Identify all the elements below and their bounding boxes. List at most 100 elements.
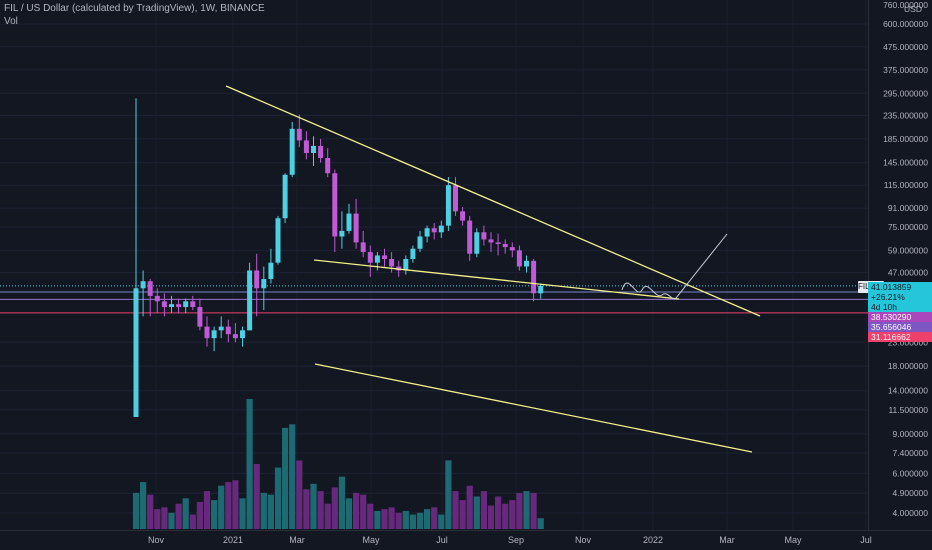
volume-bar — [303, 489, 310, 529]
volume-bar — [523, 491, 530, 529]
volume-bar — [374, 510, 381, 529]
candle-body — [183, 301, 189, 308]
candle-body — [332, 173, 338, 237]
x-tick-label: May — [784, 535, 802, 545]
trendline — [314, 363, 753, 453]
volume-bar — [409, 514, 416, 529]
y-tick-label: 475.000000 — [883, 42, 928, 52]
volume-bar — [239, 498, 246, 529]
candle-body — [225, 326, 231, 335]
candle-body — [389, 258, 395, 267]
volume-bar — [282, 427, 289, 529]
y-tick-label: 145.000000 — [883, 158, 928, 168]
candle-body — [176, 304, 182, 308]
x-tick-label: Jul — [860, 535, 872, 545]
volume-bar — [402, 510, 409, 529]
candle-body — [531, 260, 537, 294]
volume-bar — [161, 507, 168, 529]
candle-body — [339, 230, 345, 237]
y-tick-label: 295.000000 — [883, 88, 928, 98]
volume-bar — [367, 503, 374, 529]
y-tick-label: 18.000000 — [888, 361, 928, 371]
volume-bar — [147, 494, 154, 529]
volume-bar — [274, 467, 282, 529]
volume-bar — [416, 512, 424, 529]
volume-bar — [431, 507, 438, 529]
candle-body — [367, 252, 373, 263]
volume-label: Vol — [4, 16, 18, 27]
x-tick-label: Mar — [719, 535, 735, 545]
volume-bar — [345, 498, 353, 529]
candle-body — [445, 185, 451, 226]
volume-bar — [487, 505, 495, 529]
candle-body — [488, 239, 494, 243]
volume-bar — [502, 503, 509, 529]
x-tick-label: Nov — [148, 535, 165, 545]
x-tick-label: Mar — [289, 535, 305, 545]
x-tick-label: 2021 — [223, 535, 243, 545]
y-tick-label: 185.000000 — [883, 134, 928, 144]
y-tick-label: 6.000000 — [893, 468, 929, 478]
candle-body — [140, 281, 146, 289]
volume-bar — [438, 514, 445, 529]
y-tick-label: 47.000000 — [888, 268, 928, 278]
volume-bar — [324, 503, 331, 529]
volume-bar — [360, 494, 367, 529]
projection-path — [621, 233, 728, 300]
y-tick-label: 91.000000 — [888, 203, 928, 213]
candle-body — [495, 242, 501, 244]
candle-body — [161, 301, 167, 308]
level2-badge: 35.656046 — [868, 322, 932, 332]
candle-body — [410, 248, 416, 259]
y-tick-label: 600.000000 — [883, 19, 928, 29]
y-tick-label: 75.000000 — [888, 222, 928, 232]
candle-body — [247, 270, 253, 331]
volume-bar — [246, 399, 253, 529]
volume-bar — [211, 500, 218, 529]
y-tick-label: 11.500000 — [888, 405, 928, 415]
x-tick-label: 2022 — [643, 535, 663, 545]
y-tick-label: 115.000000 — [884, 180, 929, 190]
x-tick-label: May — [362, 535, 380, 545]
volume-bar — [495, 496, 502, 529]
volume-bar — [466, 485, 473, 529]
volume-bar — [182, 498, 189, 529]
y-tick-label: 9.000000 — [893, 429, 929, 439]
candle-body — [197, 307, 203, 327]
candle-body — [403, 258, 409, 271]
candle-body — [417, 236, 423, 249]
level1-badge: 38.530290 — [868, 312, 932, 322]
volume-bar — [338, 476, 345, 529]
y-tick-label: 23.000000 — [888, 337, 928, 347]
volume-bar — [395, 512, 402, 529]
volume-bar — [516, 492, 523, 529]
y-tick-label: 59.000000 — [888, 245, 928, 255]
volume-bar — [154, 509, 161, 529]
candle-body — [516, 250, 522, 267]
volume-bar — [267, 494, 274, 529]
trendline — [225, 85, 761, 317]
y-tick-label: 235.000000 — [883, 110, 928, 120]
volume-bar — [381, 509, 388, 529]
candle-body — [467, 220, 473, 254]
volume-bar — [424, 509, 431, 529]
volume-bar — [480, 491, 487, 529]
candle-body — [133, 288, 139, 417]
y-tick-label: 375.000000 — [883, 65, 928, 75]
x-tick-label: Jul — [436, 535, 448, 545]
volume-bar — [140, 482, 147, 529]
volume-bar — [296, 460, 303, 529]
volume-bar — [388, 507, 395, 529]
candle-body — [325, 157, 331, 174]
candle-body — [311, 145, 316, 153]
trendline — [313, 259, 680, 300]
candle-body — [289, 128, 295, 175]
candle-body — [190, 301, 196, 308]
candle-body — [254, 270, 260, 289]
candle-body — [524, 260, 529, 267]
volume-bar — [203, 491, 211, 529]
volume-bar — [331, 487, 338, 529]
candle-body — [318, 145, 324, 158]
candle-body — [502, 243, 508, 248]
